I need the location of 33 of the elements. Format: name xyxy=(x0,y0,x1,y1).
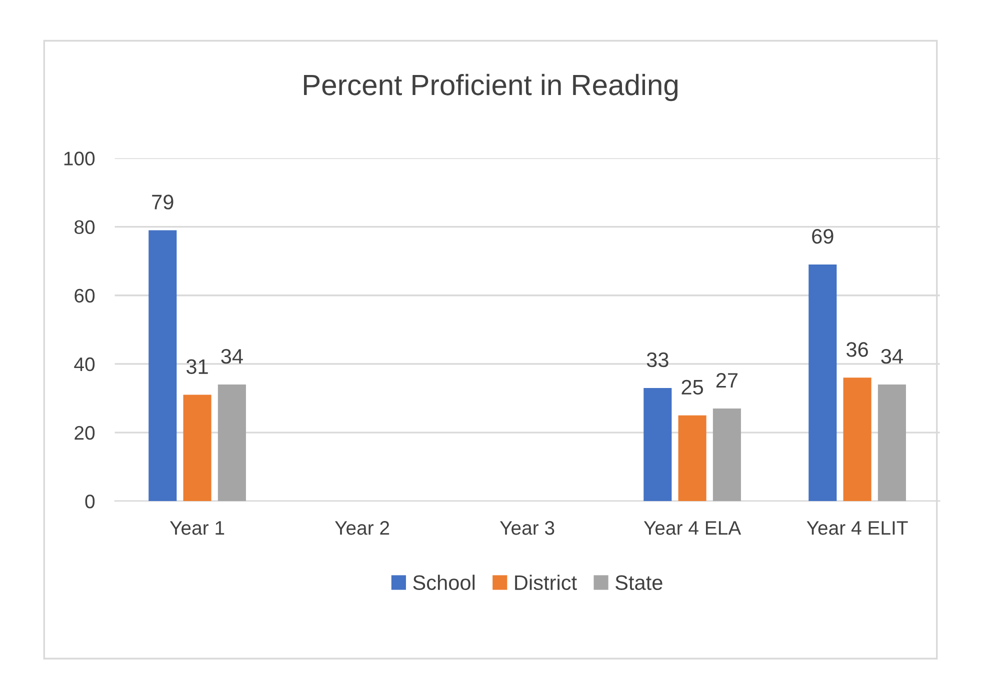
legend-label: State xyxy=(616,575,662,590)
y-tick-label: 0 xyxy=(85,494,95,508)
bar xyxy=(843,378,872,502)
data-label: 25 xyxy=(682,380,704,395)
data-label: 34 xyxy=(881,348,903,364)
legend-label: District xyxy=(515,574,577,590)
bar xyxy=(808,264,837,502)
data-label: 36 xyxy=(846,342,868,357)
y-tick-label: 80 xyxy=(74,220,95,234)
x-tick-label: Year 2 xyxy=(334,521,390,535)
x-tick-label: Year 4 ELA xyxy=(644,521,742,535)
bar xyxy=(148,230,177,502)
x-tick-label: Year 4 ELIT xyxy=(806,521,908,535)
y-tick-label: 100 xyxy=(64,152,95,166)
bar xyxy=(218,384,246,502)
bar xyxy=(712,408,741,502)
data-label: 27 xyxy=(716,372,738,388)
bar xyxy=(878,384,906,502)
legend-label: School xyxy=(413,574,475,590)
data-label: 79 xyxy=(152,194,174,210)
bar xyxy=(678,415,706,502)
data-label: 31 xyxy=(186,359,208,374)
bar xyxy=(183,394,212,502)
y-tick-label: 60 xyxy=(74,288,95,303)
x-tick-label: Year 3 xyxy=(500,521,554,535)
y-tick-label: 40 xyxy=(74,357,95,372)
data-label: 34 xyxy=(221,348,243,364)
bar xyxy=(644,388,672,502)
data-label: 69 xyxy=(812,228,834,244)
chart-title: Percent Proficient in Reading xyxy=(304,74,678,102)
y-tick-label: 20 xyxy=(74,426,95,440)
data-label: 33 xyxy=(646,352,668,368)
x-tick-label: Year 1 xyxy=(170,521,224,535)
